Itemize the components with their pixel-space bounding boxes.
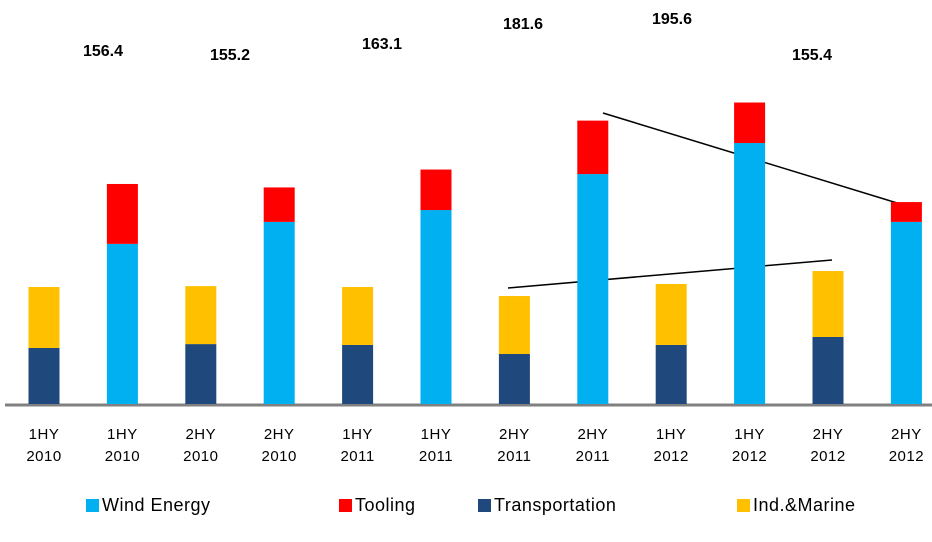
x-tick-label: 1HY 2012: [731, 426, 768, 465]
bar-segment: [28, 347, 60, 404]
x-tick-label: 2HY 2011: [575, 426, 610, 465]
bar-segment: [577, 120, 609, 175]
bar-segment: [812, 271, 844, 337]
bar-segment: [420, 210, 452, 404]
legend-label: Tooling: [355, 495, 416, 515]
legend-swatch: [478, 499, 491, 512]
bar-segment: [342, 344, 374, 404]
bar-segment: [342, 286, 374, 345]
x-tick-label: 1HY 2010: [26, 426, 62, 465]
x-tick-label: 2HY 2011: [497, 426, 532, 465]
total-label: 155.4: [792, 47, 832, 64]
x-tick-label: 1HY 2011: [340, 426, 375, 465]
x-tick-label: 2HY 2010: [261, 426, 297, 465]
bar-segment: [498, 296, 530, 355]
x-tick-label: 2HY 2010: [183, 426, 219, 465]
x-tick-label: 1HY 2012: [653, 426, 689, 465]
trend-line: [507, 259, 833, 289]
bar-segment: [655, 344, 687, 404]
bar-segment: [890, 221, 922, 404]
bar-segment: [812, 336, 844, 404]
total-label: 155.2: [210, 47, 250, 64]
x-tick-label: 2HY 2012: [810, 426, 846, 465]
bar-segment: [734, 102, 766, 144]
legend-label: Wind Energy: [102, 495, 211, 515]
legend-swatch: [86, 499, 99, 512]
bar-segment: [655, 283, 687, 345]
bar-segment: [185, 344, 217, 404]
legend-label: Transportation: [494, 495, 616, 515]
legend-swatch: [737, 499, 750, 512]
x-tick-label: 1HY 2011: [418, 426, 454, 465]
total-label: 195.6: [652, 11, 692, 28]
x-tick-label: 2HY 2012: [888, 426, 925, 465]
bar-segment: [185, 286, 217, 345]
legend-swatch: [339, 499, 352, 512]
bar-segment: [106, 243, 138, 404]
total-label: 156.4: [83, 43, 123, 60]
bar-segment: [263, 187, 295, 222]
total-label: 163.1: [362, 36, 402, 53]
bar-segment: [420, 169, 452, 211]
total-label: 181.6: [503, 16, 543, 33]
bar-segment: [577, 174, 609, 404]
legend-label: Ind.&Marine: [753, 495, 856, 515]
bar-segment: [263, 221, 295, 404]
bar-segment: [734, 143, 766, 405]
bar-segment: [28, 286, 60, 348]
bar-segment: [890, 202, 922, 222]
bar-segment: [498, 354, 530, 404]
bar-segment: [106, 183, 138, 244]
x-tick-label: 1HY 2010: [104, 426, 141, 465]
